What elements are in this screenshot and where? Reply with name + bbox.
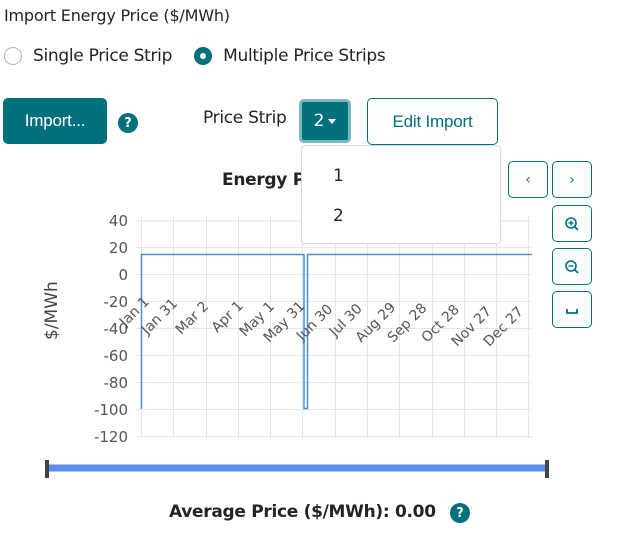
radio-checked-icon[interactable]	[194, 47, 213, 65]
y-tick: -40	[103, 320, 129, 338]
help-icon[interactable]: ?	[118, 113, 138, 133]
chart-title: Energy P	[222, 170, 305, 190]
previous-button[interactable]: ‹	[508, 161, 548, 198]
section-heading: Import Energy Price ($/MWh)	[4, 6, 230, 25]
grid-lines	[136, 216, 532, 438]
zoom-in-button[interactable]	[552, 205, 592, 242]
radio-single-price-strip[interactable]: Single Price Strip	[4, 46, 172, 66]
price-strip-mode-group: Single Price Strip Multiple Price Strips	[4, 46, 407, 66]
range-slider-left-handle	[45, 460, 49, 478]
zoom-out-icon	[565, 259, 579, 274]
y-tick: 0	[118, 266, 128, 284]
next-button[interactable]: ›	[552, 161, 592, 198]
y-tick: 40	[108, 212, 128, 230]
dropdown-option-2[interactable]: 2	[333, 206, 344, 226]
reset-zoom-button[interactable]	[552, 291, 592, 328]
radio-label: Multiple Price Strips	[223, 46, 386, 66]
reset-zoom-icon	[566, 308, 578, 314]
price-series-line	[140, 253, 532, 410]
edit-import-button[interactable]: Edit Import	[367, 98, 498, 145]
zoom-out-button[interactable]	[552, 248, 592, 285]
chevron-right-icon: ›	[569, 171, 575, 188]
average-price-label: Average Price ($/MWh): 0.00	[169, 502, 436, 522]
average-help-icon[interactable]: ?	[450, 503, 470, 523]
dropdown-option-1[interactable]: 1	[333, 166, 344, 186]
radio-multiple-price-strips[interactable]: Multiple Price Strips	[194, 46, 386, 66]
y-tick: -100	[93, 401, 128, 419]
caret-down-icon	[328, 118, 337, 124]
import-button[interactable]: Import...	[3, 98, 107, 144]
y-tick: -80	[103, 374, 129, 392]
y-tick: -20	[103, 293, 129, 311]
price-strip-dropdown-button[interactable]: 2	[299, 99, 351, 143]
price-strip-label: Price Strip	[203, 108, 287, 128]
price-strip-selected-value: 2	[313, 111, 325, 131]
chevron-left-icon: ‹	[525, 171, 531, 188]
y-tick: -120	[93, 428, 128, 446]
range-slider-right-handle	[545, 460, 549, 478]
radio-label: Single Price Strip	[33, 46, 173, 66]
y-tick: 20	[108, 239, 128, 257]
zoom-in-icon	[565, 216, 579, 231]
y-tick: -60	[103, 347, 129, 365]
radio-unchecked-icon[interactable]	[4, 47, 22, 65]
price-strip-dropdown-menu: 1 2	[301, 145, 501, 244]
